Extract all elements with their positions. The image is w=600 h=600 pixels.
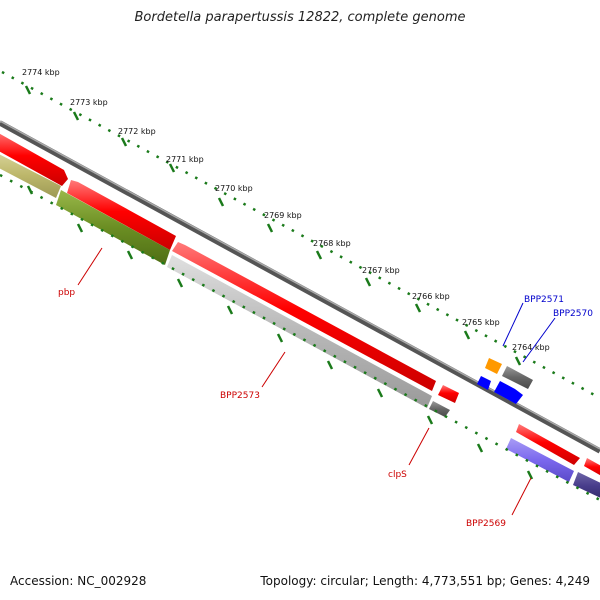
tick-label-2770: 2770 kbp [215, 184, 253, 193]
leader-clps [408, 427, 430, 466]
gene-lightgray[interactable] [167, 255, 432, 408]
reverse-strand-genes [0, 152, 600, 500]
tick-label-2771: 2771 kbp [166, 155, 204, 164]
gene-label-pbp: pbp [58, 288, 75, 298]
small-genes [477, 358, 533, 404]
gene-olive[interactable] [56, 190, 170, 265]
gene-slate[interactable] [506, 438, 574, 482]
leader-bpp2569 [511, 477, 532, 516]
tick-label-2767: 2767 kbp [362, 266, 400, 275]
tick-label-2774: 2774 kbp [22, 68, 60, 77]
gene-labels: pbp BPP2573 clpS BPP2569 BPP2571 BPP2570 [58, 288, 593, 529]
tick-label-2766: 2766 kbp [412, 292, 450, 301]
gene-red-6[interactable] [584, 458, 600, 478]
gene-label-bpp2569: BPP2569 [466, 519, 506, 529]
scale-ruler-outer [1, 70, 600, 400]
tick-label-2769: 2769 kbp [264, 211, 302, 220]
gene-label-bpp2571: BPP2571 [524, 295, 564, 305]
leader-bpp2573 [261, 351, 286, 388]
gene-label-leaders [77, 247, 556, 516]
gene-orange[interactable] [485, 358, 502, 374]
tick-label-2768: 2768 kbp [313, 239, 351, 248]
gene-khaki[interactable] [0, 152, 61, 198]
topology-text: Topology: circular; Length: 4,773,551 bp… [260, 574, 590, 588]
genome-backbone [0, 120, 600, 454]
gene-label-clps: clpS [388, 470, 407, 480]
tick-label-2764: 2764 kbp [512, 343, 550, 352]
tick-label-2773: 2773 kbp [70, 98, 108, 107]
gene-red-1[interactable] [0, 131, 68, 186]
tick-label-2765: 2765 kbp [462, 318, 500, 327]
gene-label-bpp2570: BPP2570 [553, 309, 593, 319]
scale-ruler-inner [0, 173, 600, 502]
scale-tick-labels: 2774 kbp 2773 kbp 2772 kbp 2771 kbp 2770… [22, 68, 550, 352]
leader-bpp2571 [502, 302, 524, 347]
tick-label-2772: 2772 kbp [118, 127, 156, 136]
gene-darkgray-2[interactable] [502, 366, 533, 389]
gene-red-2[interactable] [67, 180, 176, 250]
gene-darkgray-1[interactable] [429, 401, 450, 417]
accession-text: Accession: NC_002928 [10, 574, 147, 588]
leader-bpp2570 [522, 317, 556, 363]
gene-blue-2[interactable] [494, 381, 523, 404]
gene-blue-1[interactable] [477, 376, 491, 390]
map-title: Bordetella parapertussis 12822, complete… [134, 10, 466, 25]
gene-red-4[interactable] [438, 385, 459, 403]
gene-red-3[interactable] [172, 242, 436, 391]
gene-red-5[interactable] [516, 424, 580, 465]
gene-label-bpp2573: BPP2573 [220, 391, 260, 401]
leader-pbp [77, 247, 103, 286]
gene-navy[interactable] [573, 472, 600, 500]
forward-strand-genes [0, 131, 600, 478]
